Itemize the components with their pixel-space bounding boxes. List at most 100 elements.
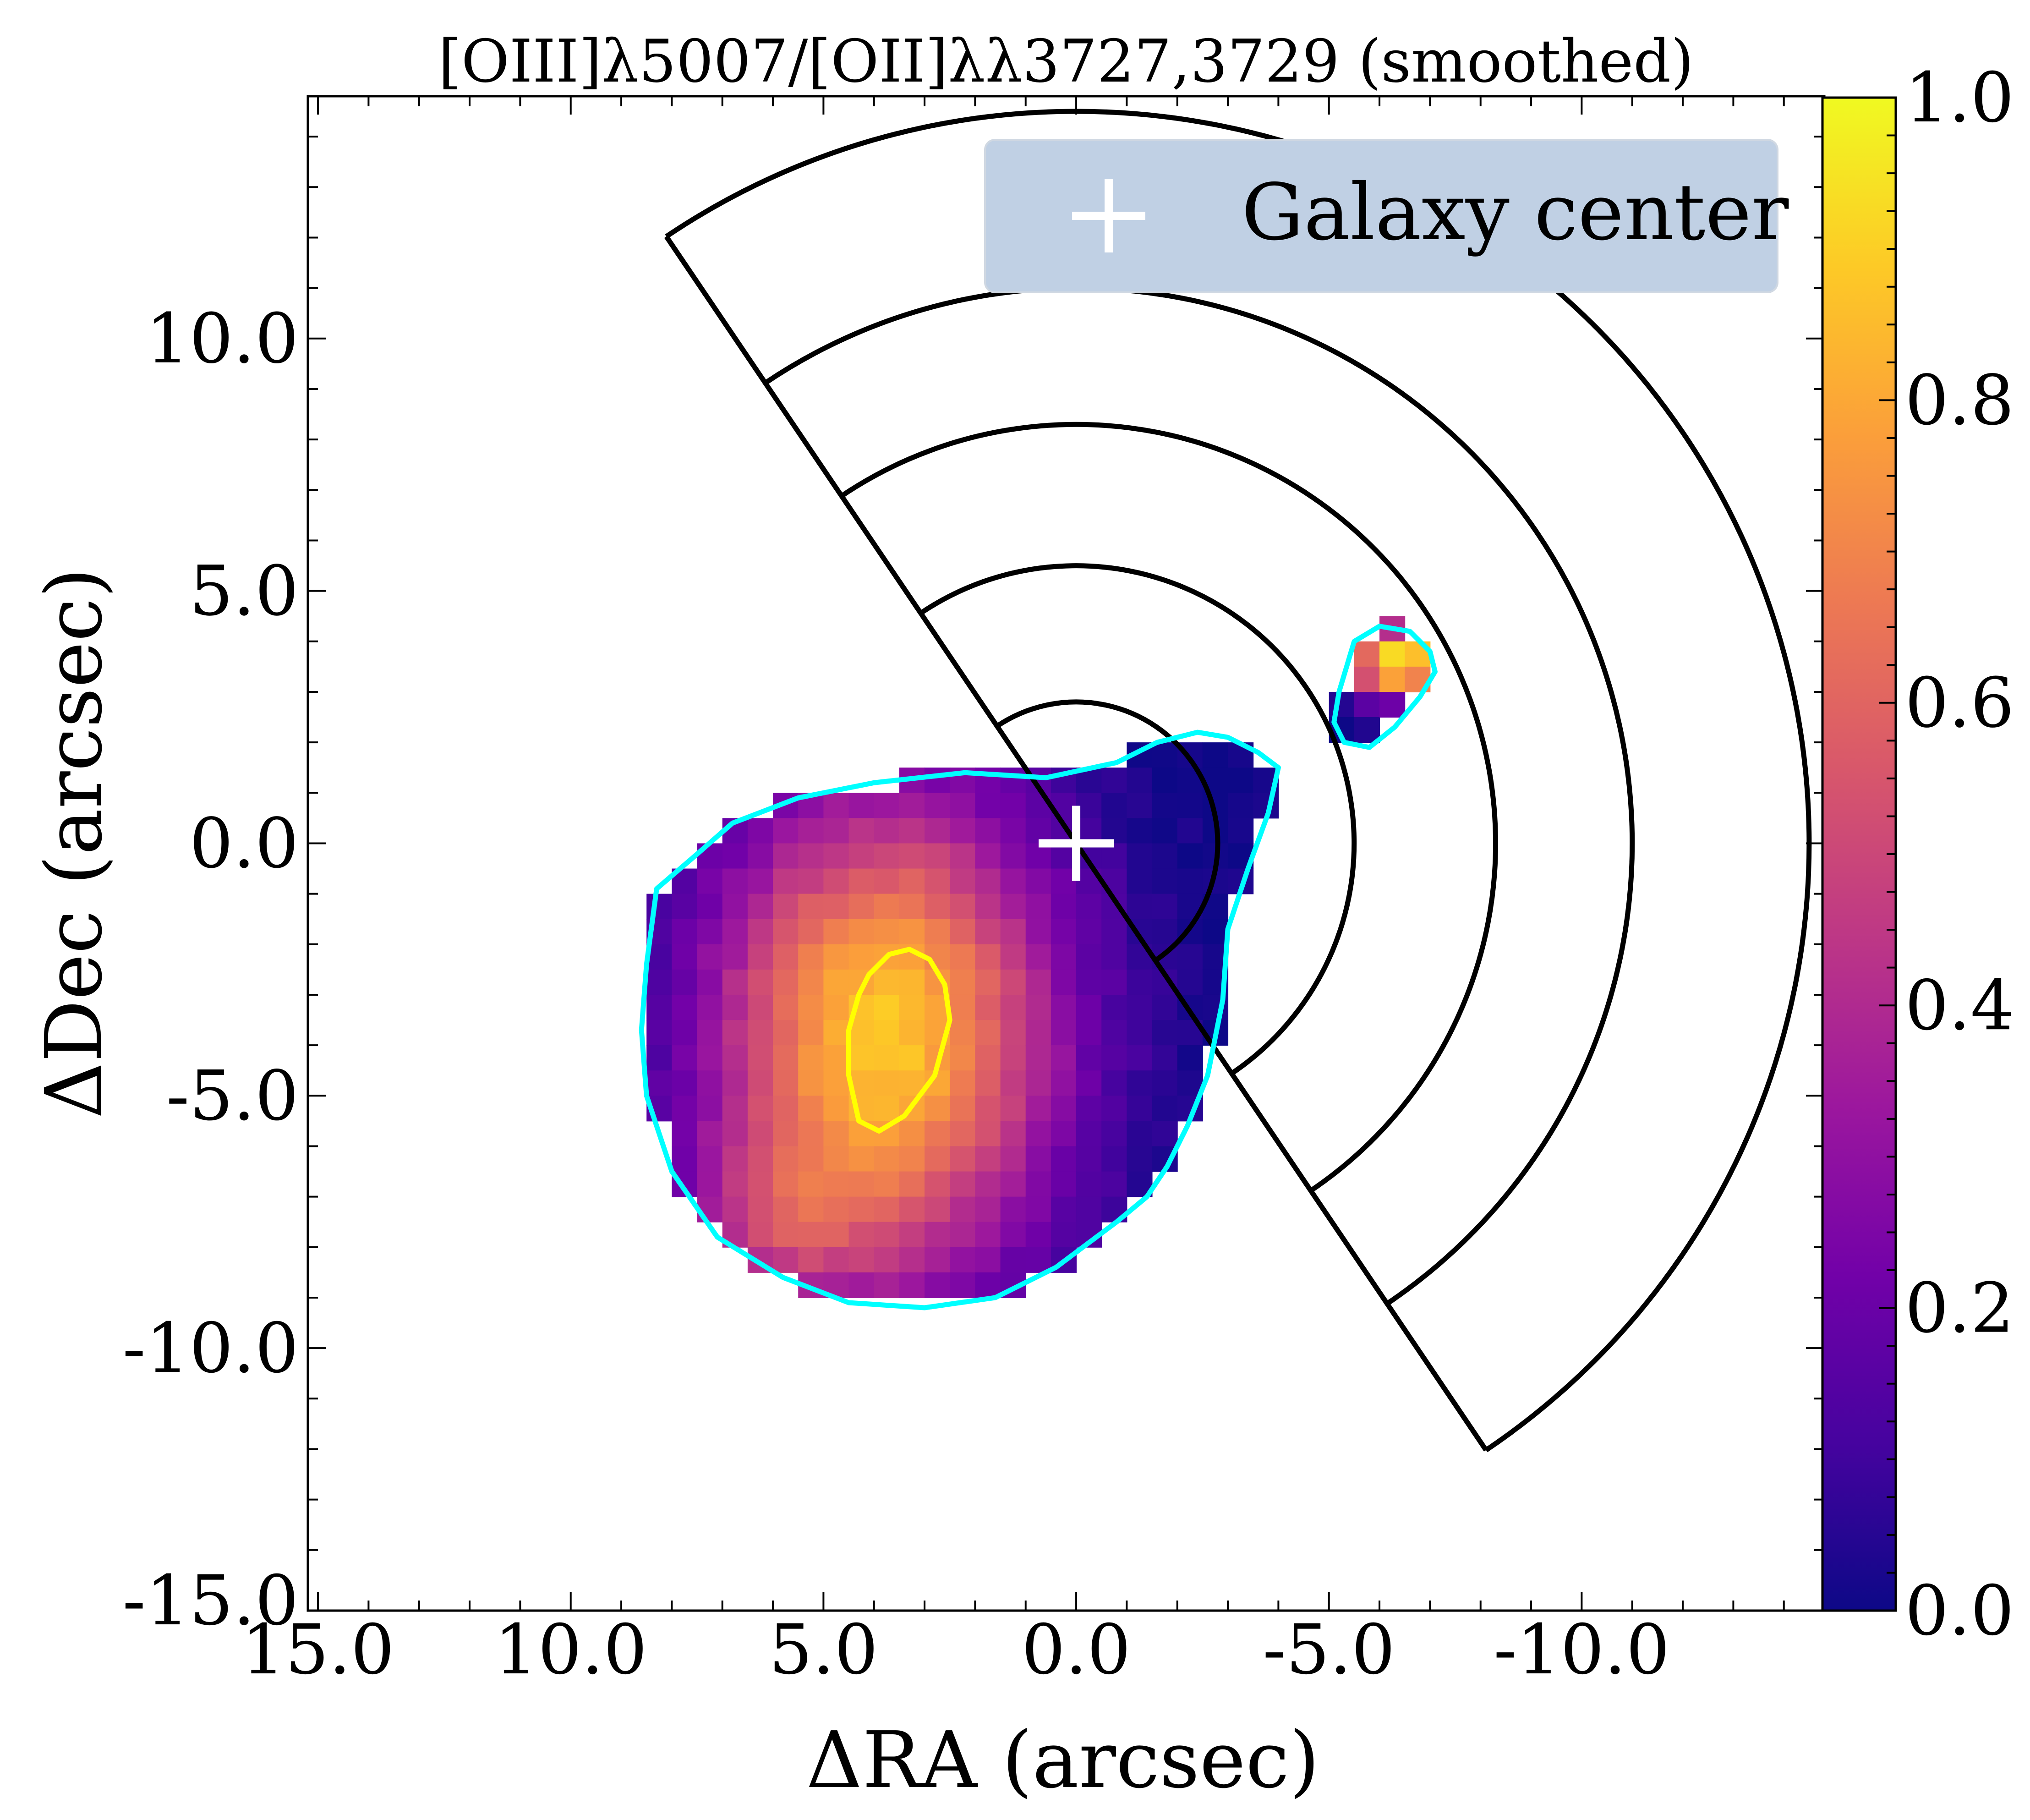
x-tick-label: -10.0 bbox=[1494, 1610, 1670, 1690]
heatmap-pixel bbox=[1000, 1146, 1026, 1172]
heatmap-pixel bbox=[1354, 666, 1380, 692]
heatmap-pixel bbox=[1076, 1146, 1102, 1172]
heatmap-pixel bbox=[1152, 919, 1178, 945]
heatmap-pixel bbox=[798, 919, 824, 945]
heatmap-pixel bbox=[1127, 1121, 1153, 1147]
heatmap-pixel bbox=[646, 1070, 673, 1096]
y-axis-label: ΔDec (arcsec) bbox=[29, 568, 120, 1118]
heatmap-pixel bbox=[747, 1121, 774, 1147]
heatmap-pixel bbox=[823, 894, 849, 920]
heatmap-pixel bbox=[1152, 1045, 1178, 1071]
heatmap-pixel bbox=[773, 1171, 799, 1197]
heatmap-pixel bbox=[1127, 1070, 1153, 1096]
heatmap-pixel bbox=[672, 994, 698, 1021]
heatmap-pixel bbox=[697, 868, 723, 894]
heatmap-pixel bbox=[1101, 969, 1127, 995]
heatmap-pixel bbox=[672, 1146, 698, 1172]
heatmap-pixel bbox=[975, 894, 1001, 920]
heatmap-pixel bbox=[1379, 691, 1406, 718]
heatmap-pixel bbox=[874, 894, 900, 920]
chart-title: [OIII]λ5007/[OII]λλ3727,3729 (smoothed) bbox=[438, 27, 1694, 96]
heatmap-pixel bbox=[747, 1146, 774, 1172]
heatmap-pixel bbox=[1051, 969, 1077, 995]
heatmap-pixel bbox=[874, 1070, 900, 1096]
heatmap-pixel bbox=[722, 944, 748, 970]
heatmap-pixel bbox=[798, 1020, 824, 1046]
heatmap-pixel bbox=[1127, 818, 1153, 844]
heatmap-pixel bbox=[975, 1045, 1001, 1071]
heatmap-pixel bbox=[1127, 969, 1153, 995]
heatmap-pixel bbox=[798, 1045, 824, 1071]
heatmap-pixel bbox=[773, 994, 799, 1021]
heatmap-pixel bbox=[697, 944, 723, 970]
heatmap-pixel bbox=[950, 894, 976, 920]
heatmap-pixel bbox=[899, 868, 925, 894]
heatmap-pixel bbox=[1076, 1070, 1102, 1096]
heatmap-pixel bbox=[975, 1146, 1001, 1172]
heatmap-pixel bbox=[747, 1070, 774, 1096]
heatmap-pixel bbox=[697, 994, 723, 1021]
heatmap-pixel bbox=[950, 1121, 976, 1147]
heatmap-pixel bbox=[1076, 994, 1102, 1021]
heatmap-pixel bbox=[848, 894, 875, 920]
heatmap-pixel bbox=[1025, 1045, 1051, 1071]
heatmap-pixel bbox=[975, 1222, 1001, 1248]
heatmap-pixel bbox=[1051, 994, 1077, 1021]
heatmap-pixel bbox=[1101, 1171, 1127, 1197]
heatmap-pixel bbox=[848, 1146, 875, 1172]
heatmap-pixel bbox=[823, 1020, 849, 1046]
legend-plus-icon bbox=[1072, 179, 1145, 252]
heatmap-pixel bbox=[773, 969, 799, 995]
heatmap-pixel bbox=[1000, 1020, 1026, 1046]
heatmap-pixel bbox=[874, 843, 900, 869]
heatmap-pixel bbox=[975, 994, 1001, 1021]
heatmap-pixel bbox=[925, 1121, 951, 1147]
heatmap-pixel bbox=[722, 1171, 748, 1197]
heatmap-pixel bbox=[874, 818, 900, 844]
heatmap-pixel bbox=[722, 1096, 748, 1122]
heatmap-pixel bbox=[1051, 919, 1077, 945]
heatmap-pixel bbox=[1127, 1020, 1153, 1046]
heatmap-pixel bbox=[1152, 793, 1178, 819]
heatmap-pixel bbox=[798, 894, 824, 920]
heatmap-pixel bbox=[1025, 994, 1051, 1021]
heatmap-pixel bbox=[925, 1247, 951, 1273]
heatmap-pixel bbox=[747, 1171, 774, 1197]
heatmap-pixel bbox=[773, 919, 799, 945]
colorbar-tick-label: 0.0 bbox=[1905, 1571, 2014, 1651]
heatmap-pixel bbox=[1025, 1121, 1051, 1147]
heatmap-pixel bbox=[1152, 767, 1178, 794]
heatmap-pixel bbox=[1101, 994, 1127, 1021]
heatmap-pixel bbox=[1000, 944, 1026, 970]
heatmap-pixel bbox=[747, 1196, 774, 1222]
heatmap-pixel bbox=[925, 767, 951, 794]
heatmap-pixel bbox=[773, 843, 799, 869]
heatmap-pixel bbox=[773, 944, 799, 970]
heatmap-pixel bbox=[1177, 944, 1203, 970]
heatmap-pixel bbox=[899, 818, 925, 844]
heatmap-pixel bbox=[1127, 767, 1153, 794]
heatmap-pixel bbox=[798, 868, 824, 894]
heatmap-pixel bbox=[874, 1247, 900, 1273]
heatmap-pixel bbox=[925, 843, 951, 869]
heatmap-pixel bbox=[1076, 1171, 1102, 1197]
heatmap-pixel bbox=[950, 1096, 976, 1122]
heatmap-pixel bbox=[1152, 1096, 1178, 1122]
annulus-arc bbox=[665, 109, 1812, 1453]
heatmap-pixel bbox=[697, 919, 723, 945]
heatmap-pixel bbox=[697, 1171, 723, 1197]
heatmap-pixel bbox=[950, 994, 976, 1021]
heatmap-pixel bbox=[747, 969, 774, 995]
heatmap-pixel bbox=[1101, 944, 1127, 970]
heatmap-pixel bbox=[1101, 1020, 1127, 1046]
heatmap-pixel bbox=[1379, 666, 1406, 692]
heatmap-pixel bbox=[1025, 843, 1051, 869]
heatmap-pixel bbox=[1127, 1045, 1153, 1071]
heatmap-pixel bbox=[950, 843, 976, 869]
heatmap-pixel bbox=[950, 969, 976, 995]
heatmap-pixel bbox=[823, 818, 849, 844]
heatmap-pixel bbox=[1000, 1196, 1026, 1222]
heatmap-pixel bbox=[1000, 868, 1026, 894]
heatmap-pixel bbox=[798, 1247, 824, 1273]
heatmap-pixel bbox=[1354, 717, 1380, 743]
